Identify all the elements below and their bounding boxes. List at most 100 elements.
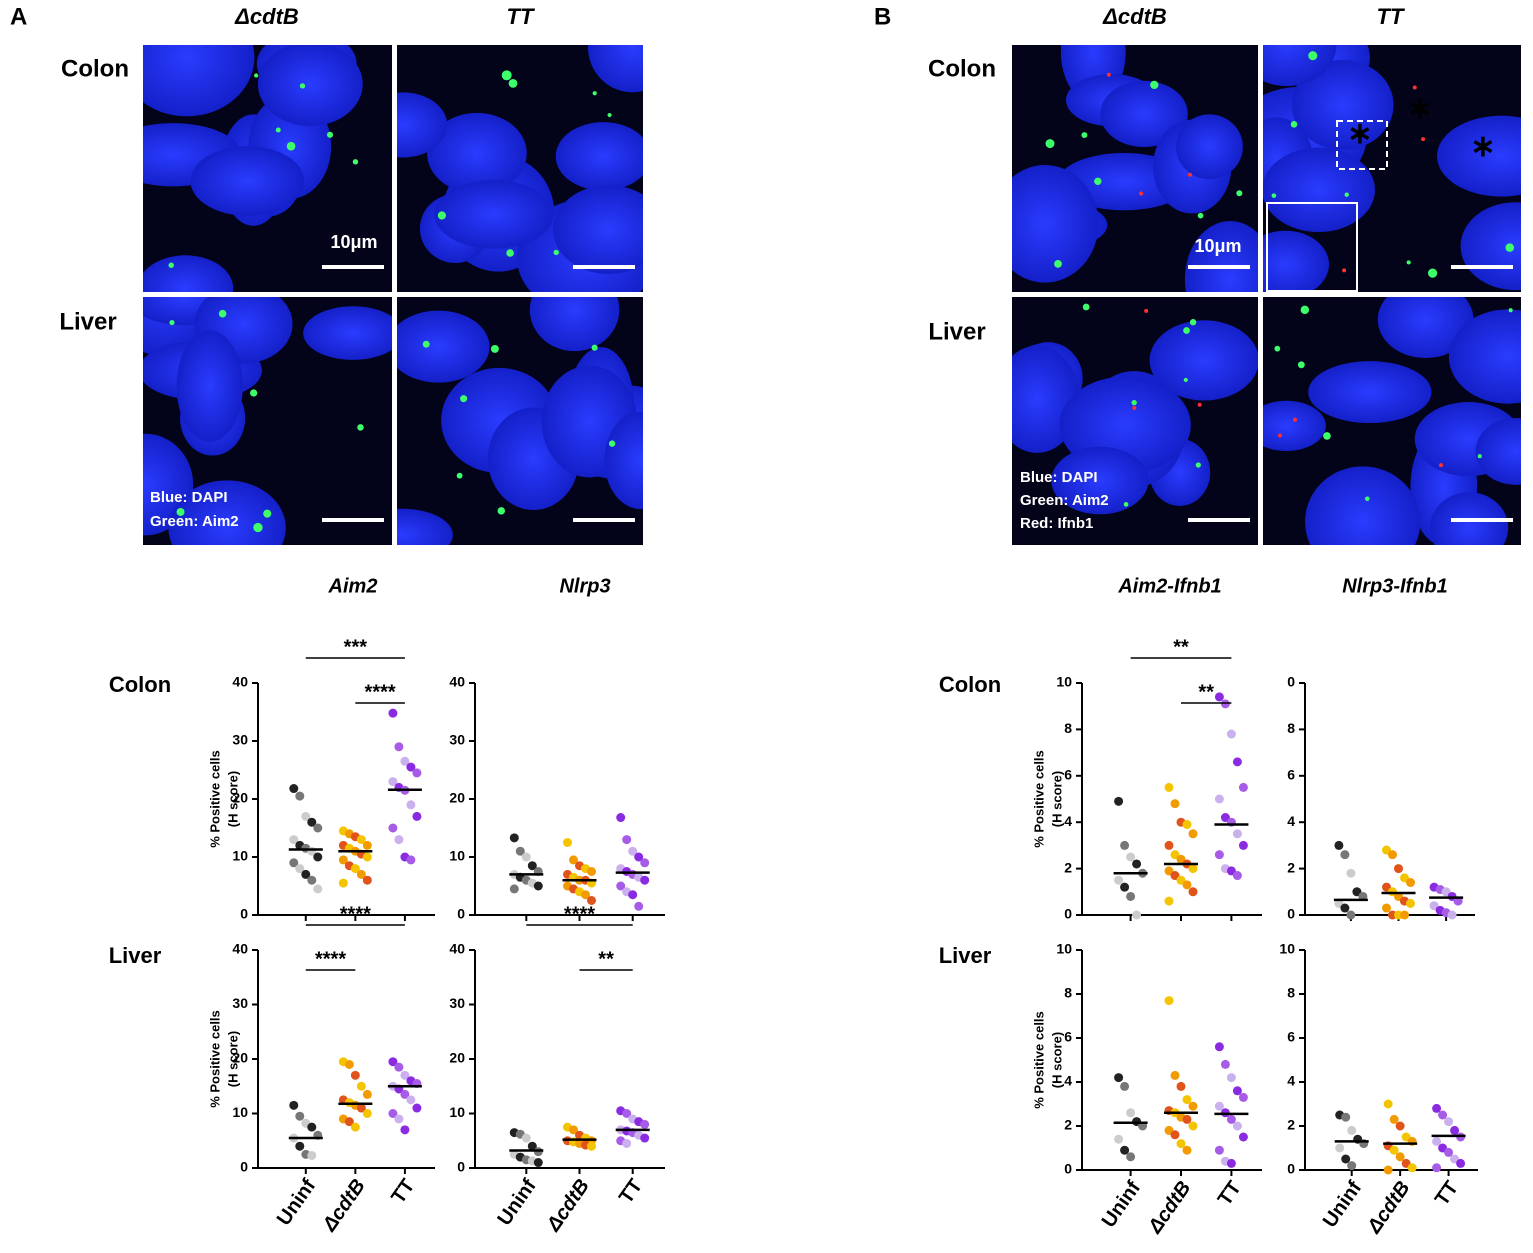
- probe-dot: [1195, 462, 1201, 468]
- nucleus: [427, 112, 527, 194]
- y-tick-label: 8: [1287, 985, 1295, 1001]
- dot: [1226, 1073, 1236, 1083]
- dot: [509, 884, 519, 894]
- y-tick-label: 30: [232, 995, 248, 1011]
- dot: [1126, 1108, 1136, 1118]
- probe-dot: [1189, 319, 1197, 326]
- x-tick-label: Uninf: [493, 1175, 541, 1230]
- nucleus: [176, 330, 243, 442]
- dot: [1395, 1121, 1405, 1131]
- probe-dot: [1427, 268, 1438, 278]
- dot: [400, 1125, 410, 1135]
- probe-dot: [1290, 120, 1298, 128]
- dot: [1114, 1073, 1124, 1083]
- dot: [1347, 1161, 1357, 1171]
- significance-label: ****: [365, 681, 396, 703]
- nucleus: [587, 45, 643, 93]
- dot: [1220, 699, 1230, 709]
- dot: [1132, 859, 1142, 869]
- dot: [634, 852, 644, 862]
- chart-column-label: Nlrp3: [559, 575, 610, 597]
- dot: [569, 855, 578, 865]
- y-tick-label: 30: [449, 995, 465, 1011]
- y-axis-label: % Positive cells: [207, 1010, 222, 1108]
- dot: [1188, 829, 1198, 839]
- y-tick-label: 4: [1287, 1073, 1295, 1089]
- dot: [394, 835, 404, 845]
- dot: [640, 1119, 650, 1129]
- scale-label: 10μm: [1194, 236, 1241, 256]
- dot: [307, 875, 317, 885]
- dot: [1214, 850, 1224, 860]
- panel-letter: A: [10, 3, 27, 30]
- dot: [569, 1125, 578, 1135]
- dot: [350, 1122, 360, 1132]
- dot: [1341, 1112, 1351, 1122]
- nucleus: [1051, 446, 1149, 515]
- probe-dot: [218, 309, 227, 318]
- dot: [1214, 1042, 1224, 1052]
- column-header: ΔcdtB: [234, 4, 299, 29]
- dot: [1447, 910, 1457, 920]
- dot: [1444, 1117, 1454, 1127]
- y-tick-label: 0: [1064, 1161, 1072, 1177]
- y-tick-label: 0: [240, 906, 248, 922]
- significance-label: ***: [344, 636, 368, 658]
- dot: [1188, 1121, 1198, 1131]
- stain-legend: Green: Aim2: [1020, 492, 1109, 509]
- probe-dot: [1412, 85, 1417, 90]
- stain-legend: Blue: DAPI: [1020, 469, 1098, 486]
- y-tick-label: 0: [457, 906, 465, 922]
- probe-dot: [591, 344, 598, 351]
- dot: [527, 1141, 537, 1151]
- nucleus: [1305, 466, 1421, 545]
- dot: [1188, 1101, 1198, 1111]
- inset: [1266, 202, 1358, 292]
- nucleus: [397, 92, 448, 158]
- dot: [533, 1158, 543, 1168]
- x-tick-label: ΔcdtB: [1144, 1177, 1196, 1238]
- dot: [587, 867, 596, 876]
- nucleus: [257, 45, 363, 127]
- dot: [1120, 882, 1130, 892]
- dot: [1120, 1081, 1130, 1091]
- y-tick-label: 4: [1064, 813, 1072, 829]
- dot: [412, 768, 422, 778]
- dot: [1120, 1145, 1130, 1155]
- dot: [1238, 840, 1248, 850]
- significance-label: ****: [564, 903, 595, 925]
- dot: [356, 869, 366, 879]
- dot: [362, 875, 372, 885]
- y-axis-label: (H score): [1049, 1032, 1064, 1088]
- scale-label: 10μm: [330, 232, 377, 252]
- dot: [1188, 864, 1198, 874]
- y-tick-label: 30: [232, 732, 248, 748]
- dot: [628, 890, 638, 900]
- y-tick-label: 2: [1064, 859, 1072, 875]
- dot: [1232, 829, 1242, 839]
- dot: [350, 864, 360, 874]
- probe-dot: [263, 509, 272, 518]
- probe-dot: [1183, 327, 1190, 334]
- dot: [307, 1122, 317, 1132]
- dot: [295, 1111, 305, 1121]
- x-tick-label: ΔcdtB: [1363, 1177, 1415, 1238]
- stain-legend: Red: Ifnb1: [1020, 515, 1093, 532]
- probe-dot: [1139, 191, 1144, 196]
- dot: [1220, 1059, 1230, 1069]
- dot: [1170, 799, 1180, 809]
- dot: [388, 1057, 398, 1067]
- dot: [307, 817, 317, 827]
- column-header: TT: [507, 4, 535, 29]
- dot: [394, 1114, 404, 1124]
- dot: [356, 1103, 366, 1113]
- dot: [1400, 910, 1409, 920]
- chart-row-label: Colon: [109, 672, 171, 697]
- y-axis-label: % Positive cells: [207, 750, 222, 848]
- y-tick-label: 4: [1064, 1073, 1072, 1089]
- dot: [1383, 1099, 1393, 1109]
- nucleus: [397, 508, 453, 545]
- significance-label: **: [598, 948, 614, 970]
- dot: [1432, 1136, 1442, 1146]
- y-axis-label: (H score): [1049, 771, 1064, 827]
